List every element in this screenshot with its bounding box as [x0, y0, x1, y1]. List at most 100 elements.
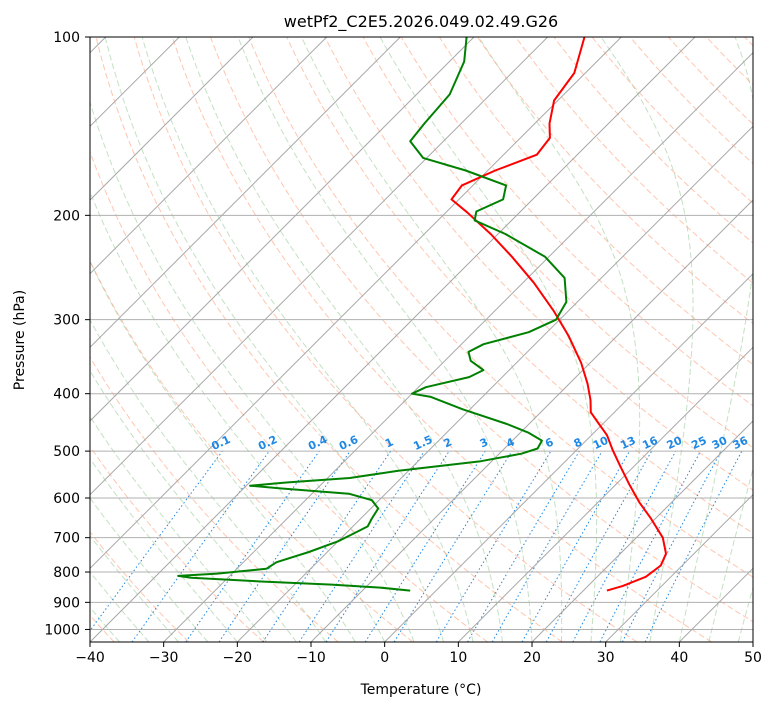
dry-adiabat-line [591, 37, 753, 204]
dry-adiabat-line [90, 356, 339, 642]
y-tick-label: 500 [53, 444, 80, 460]
y-tick-label: 600 [53, 491, 80, 507]
isotherm-line [90, 37, 622, 570]
mixing-ratio-line [90, 450, 223, 632]
y-tick-label: 700 [53, 531, 80, 547]
isotherm-line [605, 493, 753, 642]
moist-adiabat-line [90, 318, 327, 642]
x-tick-label: −40 [75, 650, 105, 666]
mixing-ratio-line [185, 450, 320, 642]
mixing-ratio-line [435, 450, 552, 642]
isotherm-line [90, 37, 254, 201]
chart-title: wetPf2_C2E5.2026.049.02.49.G26 [284, 12, 558, 32]
moist-adiabat-line [90, 497, 209, 642]
moist-adiabat-line [600, 37, 694, 642]
dry-adiabat-line [133, 37, 638, 642]
temperature-profile-line [450, 37, 667, 592]
dry-adiabat-line [90, 259, 414, 642]
isotherm-line [310, 199, 753, 642]
x-tick-label: −10 [296, 650, 326, 666]
y-tick-label: 800 [53, 565, 80, 581]
mixing-ratio-label: 36 [731, 434, 751, 452]
y-tick-label: 1000 [44, 622, 80, 638]
skewed-isotherms [90, 37, 753, 642]
moist-adiabat-line [90, 190, 386, 642]
x-tick-label: −30 [149, 650, 179, 666]
dry-adiabat-line [629, 37, 753, 165]
mixing-ratio-line [572, 450, 677, 642]
moist-adiabat-line [185, 37, 503, 642]
dry-adiabat-line [515, 37, 753, 284]
isotherm-line [90, 37, 401, 349]
x-axis-ticks: −40 −30 −20 −10 0 10 20 30 40 50 [75, 642, 762, 666]
dry-adiabat-line [477, 37, 753, 325]
moist-adiabat-line [678, 37, 753, 642]
mixing-ratio-label: 13 [618, 434, 637, 452]
y-axis-ticks: 100 200 300 400 500 600 700 800 900 1000 [44, 30, 90, 638]
y-axis-label: Pressure (hPa) [12, 290, 28, 390]
x-tick-label: 50 [744, 650, 762, 666]
x-tick-label: 40 [670, 650, 688, 666]
isotherm-line [457, 346, 753, 642]
moist-adiabat-line [90, 457, 238, 642]
isotherm-line [384, 272, 753, 642]
isotherm-line [90, 37, 475, 422]
isotherm-line [90, 37, 549, 496]
plot-frame [89, 36, 754, 643]
y-tick-label: 200 [53, 208, 80, 224]
dry-adiabat-line [324, 37, 753, 491]
isotherm-line [163, 51, 753, 642]
x-tick-label: 30 [597, 650, 615, 666]
x-tick-label: 10 [449, 650, 467, 666]
mixing-ratio-line [467, 450, 580, 642]
mixing-ratio-line [521, 450, 630, 642]
dry-adiabat-line [400, 37, 753, 407]
grid-lines [90, 37, 753, 630]
dry-adiabat-line [210, 37, 753, 623]
y-tick-label: 300 [53, 313, 80, 329]
mixing-ratio-line [393, 450, 513, 642]
isotherm-line [90, 37, 328, 275]
isotherm-line [90, 37, 696, 642]
moist-adiabat-line [90, 534, 179, 642]
mixing-ratio-label: 20 [665, 434, 685, 452]
mixing-ratio-line [491, 450, 603, 642]
x-tick-label: 0 [380, 650, 389, 666]
dry-adiabat-line [95, 37, 563, 642]
mixing-ratio-line [325, 450, 450, 642]
mixing-ratio-line [131, 450, 270, 642]
moist-adiabat-line [104, 37, 445, 642]
x-tick-label: 20 [523, 650, 541, 666]
mixing-ratio-line [218, 450, 351, 642]
mixing-ratio-lines [90, 450, 743, 642]
dry-adiabat-line [286, 37, 753, 534]
dry-adiabat-line [553, 37, 753, 244]
moist-adiabat-line [237, 37, 533, 642]
y-tick-label: 100 [53, 30, 80, 46]
moist-adiabat-line [141, 37, 474, 642]
dry-adiabat-line [248, 37, 753, 578]
mixing-ratio-line [364, 450, 486, 642]
dewpoint-profile-line [177, 37, 568, 592]
moist-adiabat-line [379, 37, 598, 642]
moist-adiabat-line [90, 100, 415, 642]
mixing-ratio-label: 25 [689, 434, 708, 452]
x-tick-label: −20 [223, 650, 253, 666]
profile-series [177, 37, 667, 592]
mixing-ratio-label: 16 [640, 434, 660, 452]
moist-adiabat-line [708, 466, 753, 642]
moist-adiabat-line [90, 369, 297, 642]
moist-adiabat-line [90, 415, 268, 642]
mixing-ratio-label: 30 [710, 434, 730, 452]
dry-adiabat-line [438, 37, 753, 366]
dry-adiabat-line [90, 150, 488, 642]
x-axis-label: Temperature (°C) [360, 682, 482, 698]
mixing-ratio-label: 10 [591, 434, 611, 452]
y-tick-label: 900 [53, 595, 80, 611]
dry-adiabat-line [90, 531, 190, 642]
isotherm-line [531, 420, 753, 642]
y-tick-label: 400 [53, 387, 80, 403]
dry-adiabats [90, 37, 753, 642]
